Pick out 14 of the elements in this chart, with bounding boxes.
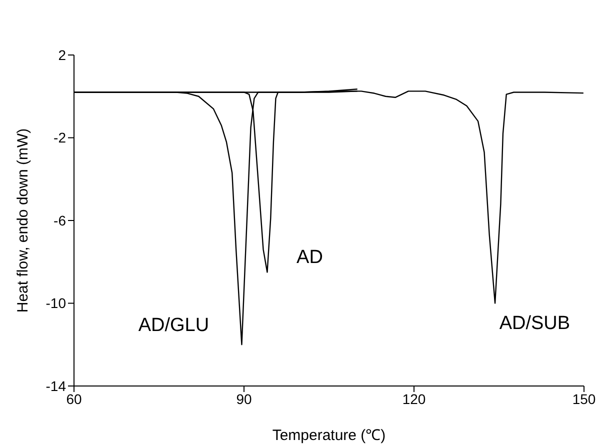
series-label: AD <box>296 246 323 268</box>
x-tick-label: 90 <box>236 390 252 407</box>
x-axis-title: Temperature (℃) <box>272 427 386 444</box>
x-tick-label: 150 <box>572 390 596 407</box>
y-tick-label: -6 <box>54 212 66 228</box>
y-tick-label: -14 <box>46 378 66 394</box>
y-axis-title: Heat flow, endo down (mW) <box>14 128 32 313</box>
series-label: AD/SUB <box>499 312 570 334</box>
y-tick-label: -10 <box>46 295 66 312</box>
x-tick-label: 120 <box>402 390 426 407</box>
series-label: AD/GLU <box>138 315 210 336</box>
x-tick-label: 60 <box>66 390 82 407</box>
y-tick-label: 2 <box>58 46 66 63</box>
y-tick-label: -2 <box>54 130 66 146</box>
